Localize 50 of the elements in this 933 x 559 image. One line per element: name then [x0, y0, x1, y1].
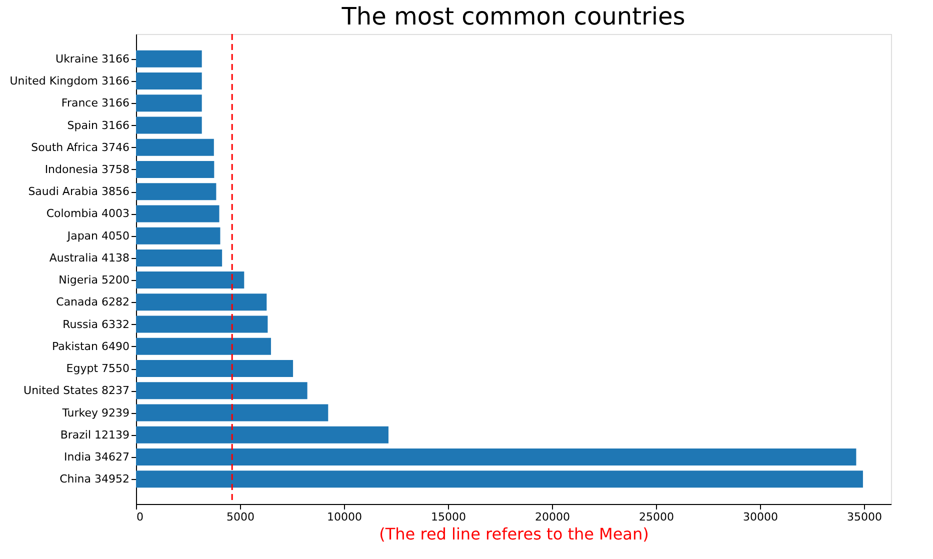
bar	[136, 316, 268, 333]
y-tick-label: United States 8237	[24, 384, 130, 398]
bar	[136, 426, 388, 444]
y-tick-label: Brazil 12139	[60, 428, 130, 442]
y-tick-label: Colombia 4003	[46, 207, 130, 220]
bar	[136, 360, 294, 378]
y-tick-label: Indonesia 3758	[44, 162, 130, 176]
y-tick-label: Ukraine 3166	[56, 52, 130, 66]
bar	[136, 470, 863, 488]
bar	[136, 183, 216, 200]
y-tick-label: India 34627	[64, 450, 130, 464]
x-tick-label: 20000	[534, 510, 570, 524]
bar	[136, 50, 202, 68]
bar	[136, 72, 202, 90]
bar	[136, 227, 220, 244]
y-tick-label: France 3166	[61, 96, 130, 110]
bar	[136, 205, 220, 222]
x-tick-label: 10000	[326, 510, 362, 524]
y-tick-label: Australia 4138	[49, 251, 130, 264]
x-tick-label: 0	[136, 510, 144, 524]
y-tick-label: Canada 6282	[56, 296, 130, 309]
bar	[136, 338, 271, 355]
bar	[136, 116, 202, 134]
bar	[136, 382, 308, 400]
bar	[136, 294, 267, 311]
bar	[136, 448, 856, 466]
bar	[136, 160, 214, 178]
x-tick-label: 15000	[430, 510, 466, 524]
x-tick-label: 5000	[226, 510, 254, 524]
y-tick-label: South Africa 3746	[31, 140, 130, 154]
y-tick-label: Russia 6332	[62, 318, 130, 331]
y-tick-label: Saudi Arabia 3856	[28, 185, 130, 198]
y-tick-label: China 34952	[60, 472, 130, 486]
y-tick-label: United Kingdom 3166	[10, 74, 130, 88]
chart-title: The most common countries	[340, 2, 686, 30]
x-tick-label: 35000	[846, 510, 882, 524]
y-tick-label: Egypt 7550	[66, 362, 130, 376]
y-tick-label: Pakistan 6490	[52, 340, 130, 353]
bar	[136, 272, 244, 289]
x-tick-label: 25000	[638, 510, 674, 524]
bar	[136, 249, 222, 266]
bar	[136, 94, 202, 112]
bar	[136, 138, 214, 156]
y-tick-label: Japan 4050	[66, 229, 130, 242]
y-tick-label: Turkey 9239	[61, 406, 130, 420]
x-axis-title: (The red line referes to the Mean)	[379, 524, 649, 544]
x-tick-label: 30000	[742, 510, 778, 524]
y-tick-label: Nigeria 5200	[58, 274, 130, 287]
bar	[136, 404, 328, 422]
y-tick-label: Spain 3166	[67, 118, 130, 132]
